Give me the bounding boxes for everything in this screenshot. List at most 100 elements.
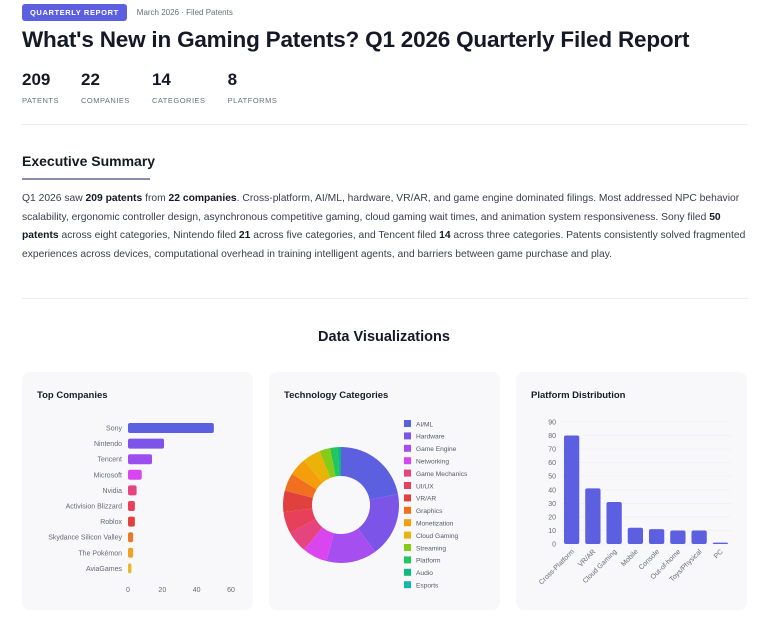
legend-label[interactable]: Cloud Gaming	[416, 533, 458, 540]
y-axis-label: Nvidia	[103, 488, 123, 495]
x-axis-label: Cross-Platform	[538, 548, 576, 586]
legend-swatch	[404, 581, 411, 589]
report-header-meta: QUARTERLY REPORT March 2026 · Filed Pate…	[22, 4, 233, 21]
donut-slice[interactable]	[358, 494, 399, 552]
top-companies-card: Top Companies Sony Nintendo Tencent Microso…	[22, 372, 253, 610]
company-bar[interactable]	[128, 516, 135, 527]
platform-bar[interactable]	[627, 527, 644, 544]
section-divider	[22, 298, 748, 299]
summary-highlight: 50 patents	[22, 211, 721, 242]
company-bar[interactable]	[128, 469, 142, 480]
company-bar[interactable]	[128, 454, 153, 465]
platform-bar[interactable]	[585, 488, 601, 544]
legend-swatch	[404, 568, 411, 576]
summary-text-segment: across three categories. Patents consist…	[22, 230, 746, 260]
legend-label[interactable]: Esports	[416, 583, 439, 590]
company-bar[interactable]	[128, 532, 134, 543]
summary-highlight: 22 companies	[168, 193, 237, 204]
legend-swatch	[404, 432, 411, 440]
company-bar[interactable]	[128, 438, 165, 449]
technology-categories-donut-chart: AI/ML Hardware Game Engine Networking Game M…	[283, 420, 468, 590]
legend-swatch	[404, 506, 411, 514]
donut-slice[interactable]	[284, 473, 317, 498]
stat-platforms: 8 PLATFORMS	[228, 70, 278, 105]
company-bar[interactable]	[128, 563, 132, 574]
legend-swatch	[404, 494, 411, 502]
page-title: What's New in Gaming Patents? Q1 2026 Qu…	[22, 27, 690, 52]
heading-underline	[22, 178, 150, 180]
y-axis-tick: 50	[548, 474, 556, 481]
donut-slice[interactable]	[330, 447, 340, 477]
platform-bar[interactable]	[670, 530, 686, 544]
donut-slice[interactable]	[283, 508, 316, 533]
summary-highlight: 21	[238, 230, 251, 242]
company-bar[interactable]	[128, 485, 137, 496]
report-type-badge: QUARTERLY REPORT	[22, 4, 127, 21]
legend-label[interactable]: VR/AR	[416, 496, 436, 503]
stat-value: 14	[151, 70, 171, 89]
legend-label[interactable]: Graphics	[416, 508, 443, 515]
y-axis-label: Nintendo	[94, 441, 122, 448]
donut-slice[interactable]	[283, 490, 313, 513]
y-axis-label: Sony	[106, 426, 122, 433]
y-axis-tick: 40	[548, 487, 556, 494]
legend-swatch	[404, 482, 411, 489]
legend-swatch	[404, 531, 411, 539]
platform-bar[interactable]	[563, 435, 580, 544]
summary-text-segment: across five categories, and Tencent file…	[250, 230, 440, 242]
y-axis-label: Roblox	[100, 519, 122, 526]
donut-slice[interactable]	[304, 451, 331, 483]
legend-label[interactable]: Game Engine	[416, 446, 457, 453]
company-bar[interactable]	[128, 501, 135, 511]
summary-highlight: 14	[439, 230, 451, 242]
summary-highlight: 209 patents	[85, 193, 143, 204]
report-date-meta: March 2026 · Filed Patents	[136, 8, 233, 17]
platform-bar[interactable]	[648, 529, 665, 544]
summary-text-segment: across eight categories, Nintendo filed	[58, 230, 239, 242]
donut-slice[interactable]	[337, 447, 341, 477]
y-axis-tick: 30	[548, 501, 556, 508]
platform-bar[interactable]	[606, 501, 622, 544]
platform-bar[interactable]	[691, 530, 707, 544]
donut-slice[interactable]	[341, 447, 398, 500]
legend-label[interactable]: Streaming	[416, 545, 446, 552]
legend-label[interactable]: Hardware	[416, 434, 445, 441]
company-bar[interactable]	[128, 547, 134, 558]
chart-title: Top Companies	[37, 390, 108, 401]
legend-swatch	[404, 444, 411, 452]
donut-slice[interactable]	[292, 460, 323, 490]
legend-label[interactable]: Audio	[416, 570, 433, 577]
legend-label[interactable]: UI/UX	[416, 483, 434, 490]
legend-label[interactable]: Platform	[416, 558, 441, 565]
stats-row: 209 PATENTS 22 COMPANIES 14 CATEGORIES 8…	[22, 70, 299, 105]
legend-swatch	[404, 544, 411, 551]
x-axis-tick: 0	[126, 587, 130, 594]
stat-label: PLATFORMS	[227, 96, 278, 105]
stat-label: CATEGORIES	[151, 96, 206, 105]
stat-label: PATENTS	[22, 96, 59, 105]
legend-swatch	[404, 420, 411, 427]
company-bar[interactable]	[128, 423, 214, 433]
y-axis-tick: 10	[548, 528, 556, 535]
legend-label[interactable]: Networking	[416, 459, 449, 466]
y-axis-tick: 20	[548, 514, 556, 521]
summary-text-segment: . Cross-platform, AI/ML, hardware, VR/AR…	[22, 193, 740, 223]
y-axis-label: Skydance Silicon Valley	[48, 535, 122, 542]
donut-slice[interactable]	[319, 448, 336, 479]
legend-swatch	[404, 519, 411, 527]
platform-bar[interactable]	[712, 542, 729, 544]
donut-slice[interactable]	[326, 528, 376, 563]
executive-summary-text: Q1 2026 saw 209 patents from 22 companie…	[22, 190, 750, 264]
legend-swatch	[404, 457, 411, 465]
legend-label[interactable]: AI/ML	[416, 421, 434, 428]
donut-slice[interactable]	[290, 518, 323, 550]
legend-label[interactable]: Monetization	[416, 521, 454, 528]
platform-distribution-card: Platform Distribution 0 10 20 30 40 50 60 70 80 9…	[516, 372, 747, 610]
donut-slice[interactable]	[304, 527, 334, 562]
x-axis-label: PC	[713, 548, 725, 560]
x-axis-tick: 40	[193, 587, 201, 594]
legend-label[interactable]: Game Mechanics	[416, 471, 468, 478]
stat-patents: 209 PATENTS	[22, 70, 59, 105]
y-axis-label: Tencent	[97, 457, 122, 464]
